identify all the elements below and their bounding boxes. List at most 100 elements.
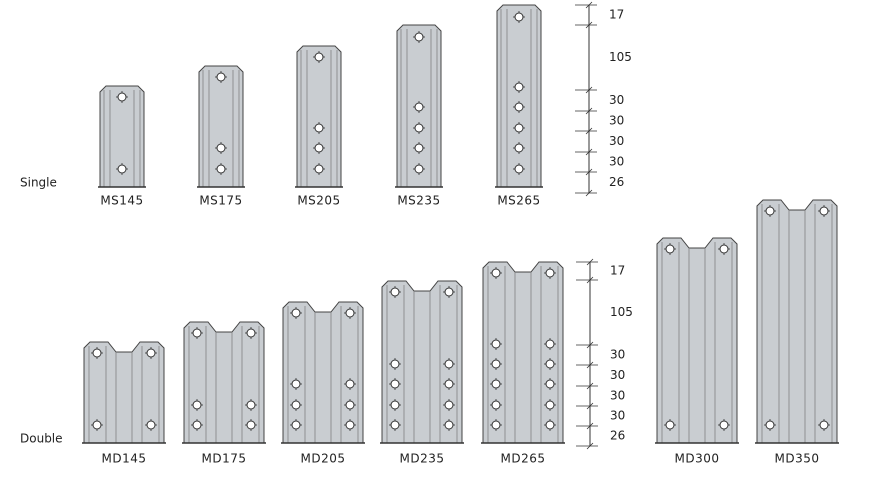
hole xyxy=(146,420,156,430)
dimension-slash xyxy=(585,21,593,29)
dimension-slash xyxy=(586,361,594,369)
hole xyxy=(291,400,301,410)
dimension-label: 30 xyxy=(609,93,624,107)
hole xyxy=(514,143,524,153)
hole xyxy=(444,379,454,389)
hole xyxy=(291,308,301,318)
profile-label: MS265 xyxy=(497,194,540,208)
hole xyxy=(314,123,324,133)
dimension-slash xyxy=(586,422,594,430)
dimension-label: 17 xyxy=(610,264,625,278)
profile xyxy=(655,237,739,444)
hole xyxy=(246,400,256,410)
dimension-label: 30 xyxy=(610,348,625,362)
hole xyxy=(514,82,524,92)
dimension-label: 17 xyxy=(609,8,624,22)
hole xyxy=(314,52,324,62)
dimension-label: 30 xyxy=(609,155,624,169)
hole xyxy=(314,164,324,174)
hole xyxy=(414,164,424,174)
hole xyxy=(414,32,424,42)
profile xyxy=(295,45,343,188)
dimension-scale: 17 105 30 30 30 30 26 xyxy=(576,258,633,450)
hole xyxy=(545,420,555,430)
hole xyxy=(390,287,400,297)
hole xyxy=(545,268,555,278)
hole xyxy=(491,268,501,278)
profile xyxy=(495,4,543,188)
dimension-slash xyxy=(585,127,593,135)
dimension-slash xyxy=(585,86,593,94)
hole xyxy=(765,420,775,430)
dimension-slash xyxy=(586,382,594,390)
dimension-slash xyxy=(585,1,593,9)
profile-label: MD235 xyxy=(400,452,445,466)
profile xyxy=(755,199,839,444)
hole xyxy=(514,12,524,22)
hole xyxy=(390,420,400,430)
hole xyxy=(390,400,400,410)
dimension-scale: 17 105 30 30 30 30 26 xyxy=(575,1,632,197)
profile-label: MD350 xyxy=(775,452,820,466)
dimension-label: 30 xyxy=(609,114,624,128)
hole xyxy=(545,359,555,369)
profile xyxy=(481,261,565,444)
hole xyxy=(390,359,400,369)
profile-label: MS235 xyxy=(397,194,440,208)
hole xyxy=(444,400,454,410)
profile-label: MD300 xyxy=(675,452,720,466)
dimension-slash xyxy=(585,189,593,197)
hole xyxy=(216,143,226,153)
profile xyxy=(82,341,166,444)
hole xyxy=(146,348,156,358)
hole xyxy=(491,420,501,430)
hole xyxy=(345,420,355,430)
hole xyxy=(192,420,202,430)
row-label: Single xyxy=(20,176,57,190)
hole xyxy=(491,379,501,389)
hole xyxy=(246,420,256,430)
hole xyxy=(246,328,256,338)
hole xyxy=(345,400,355,410)
hole xyxy=(514,164,524,174)
dimension-label: 105 xyxy=(609,50,632,64)
hole xyxy=(491,400,501,410)
hole xyxy=(545,339,555,349)
hole xyxy=(819,420,829,430)
profile xyxy=(197,65,245,188)
hole xyxy=(545,400,555,410)
dimension-slash xyxy=(585,148,593,156)
dimension-slash xyxy=(585,107,593,115)
dimension-slash xyxy=(586,402,594,410)
profile xyxy=(98,85,146,188)
row-label: Double xyxy=(20,432,63,446)
profile-body xyxy=(496,4,542,188)
dimension-slash xyxy=(586,276,594,284)
dimension-label: 30 xyxy=(610,389,625,403)
hole xyxy=(719,244,729,254)
hole xyxy=(345,379,355,389)
profile xyxy=(182,321,266,444)
hole xyxy=(92,348,102,358)
dimension-label: 30 xyxy=(610,409,625,423)
hole xyxy=(514,123,524,133)
profile-label: MD175 xyxy=(202,452,247,466)
hole xyxy=(216,72,226,82)
hole xyxy=(390,379,400,389)
profile xyxy=(380,280,464,444)
hole xyxy=(765,206,775,216)
hole xyxy=(719,420,729,430)
hole xyxy=(117,164,127,174)
hole xyxy=(545,379,555,389)
hole xyxy=(192,400,202,410)
hole xyxy=(117,92,127,102)
hole xyxy=(819,206,829,216)
hole xyxy=(444,359,454,369)
profile-label: MD265 xyxy=(501,452,546,466)
profile-label: MD205 xyxy=(301,452,346,466)
dimension-slash xyxy=(586,258,594,266)
hole xyxy=(192,328,202,338)
profile-label: MD145 xyxy=(102,452,147,466)
hole xyxy=(216,164,226,174)
